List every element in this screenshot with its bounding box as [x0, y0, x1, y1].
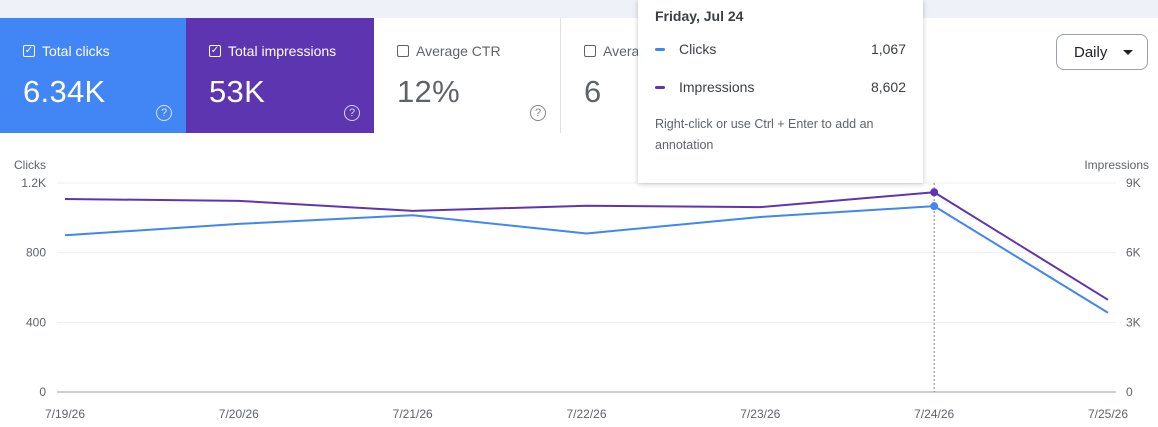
left-tick-label: 1.2K	[21, 176, 46, 190]
x-tick-label: 7/24/26	[914, 407, 954, 421]
series-line-impressions	[64, 191, 1109, 301]
x-tick-label: 7/19/26	[45, 407, 85, 421]
tooltip-annotation-hint: Right-click or use Ctrl + Enter to add a…	[655, 117, 874, 152]
right-tick-label: 6K	[1126, 246, 1141, 260]
metric-card-average-ctr[interactable]: Average CTR 12% ?	[374, 18, 561, 133]
metric-value: 12%	[397, 74, 460, 109]
metric-header: ✓ Total clicks	[23, 42, 186, 60]
left-axis-title: Clicks	[14, 158, 46, 172]
help-icon[interactable]: ?	[344, 105, 360, 121]
checkbox-checked-icon[interactable]: ✓	[23, 45, 35, 57]
period-dropdown-label: Daily	[1074, 43, 1108, 61]
checkbox-checked-icon[interactable]: ✓	[209, 45, 221, 57]
help-icon[interactable]: ?	[530, 105, 546, 121]
metric-label: Average CTR	[416, 43, 501, 59]
tooltip-series-value: 1,067	[870, 41, 906, 57]
right-tick-label: 0	[1126, 385, 1133, 399]
checkbox-unchecked-icon[interactable]	[584, 45, 596, 57]
x-tick-label: 7/23/26	[740, 407, 780, 421]
period-dropdown[interactable]: Daily	[1056, 34, 1148, 70]
caret-down-icon	[1123, 50, 1133, 55]
highlight-point-impressions	[930, 188, 939, 197]
x-tick-label: 7/20/26	[219, 407, 259, 421]
metric-label: Total clicks	[42, 43, 110, 59]
left-tick-label: 800	[26, 246, 46, 260]
tooltip-row-clicks: Clicks 1,067	[655, 30, 906, 68]
left-tick-label: 0	[39, 385, 46, 399]
right-tick-label: 9K	[1126, 176, 1141, 190]
metric-header: Average CTR	[397, 42, 560, 60]
tooltip-series-value: 8,602	[870, 79, 906, 95]
metric-header: ✓ Total impressions	[209, 42, 374, 60]
metric-label: Total impressions	[228, 43, 337, 59]
left-tick-label: 400	[26, 315, 46, 329]
metric-card-total-impressions[interactable]: ✓ Total impressions 53K ?	[186, 18, 374, 133]
metric-card-total-clicks[interactable]: ✓ Total clicks 6.34K ?	[0, 18, 186, 133]
x-tick-label: 7/22/26	[566, 407, 606, 421]
x-tick-label: 7/21/26	[393, 407, 433, 421]
series-line-clicks	[64, 205, 1109, 314]
metric-value: 6	[584, 74, 602, 109]
tooltip-series-name: Impressions	[679, 79, 755, 95]
right-tick-label: 3K	[1126, 315, 1141, 329]
clicks-swatch-icon	[655, 47, 665, 51]
performance-chart[interactable]: 0 0 400 3K 800 6K 1.2K 9K 7/19/26 7/20/26 7/21/26 7…	[0, 150, 1158, 427]
top-strip	[0, 0, 1158, 18]
chart-tooltip: Friday, Jul 24 Clicks 1,067 Impressions …	[638, 0, 923, 183]
x-tick-label: 7/25/26	[1088, 407, 1128, 421]
metric-cards: ✓ Total clicks 6.34K ? ✓ Total impressio…	[0, 18, 800, 133]
right-axis-title: Impressions	[1084, 158, 1149, 172]
impressions-swatch-icon	[655, 85, 665, 89]
checkbox-unchecked-icon[interactable]	[397, 45, 409, 57]
tooltip-series-name: Clicks	[679, 41, 717, 57]
metric-value: 6.34K	[23, 74, 106, 109]
metric-label: Avera	[603, 43, 640, 59]
help-icon[interactable]: ?	[156, 105, 172, 121]
tooltip-date: Friday, Jul 24	[655, 8, 744, 24]
metric-header: Avera	[584, 42, 748, 60]
metric-value: 53K	[209, 74, 266, 109]
highlight-point-clicks	[930, 202, 939, 211]
tooltip-row-impressions: Impressions 8,602	[655, 68, 906, 106]
